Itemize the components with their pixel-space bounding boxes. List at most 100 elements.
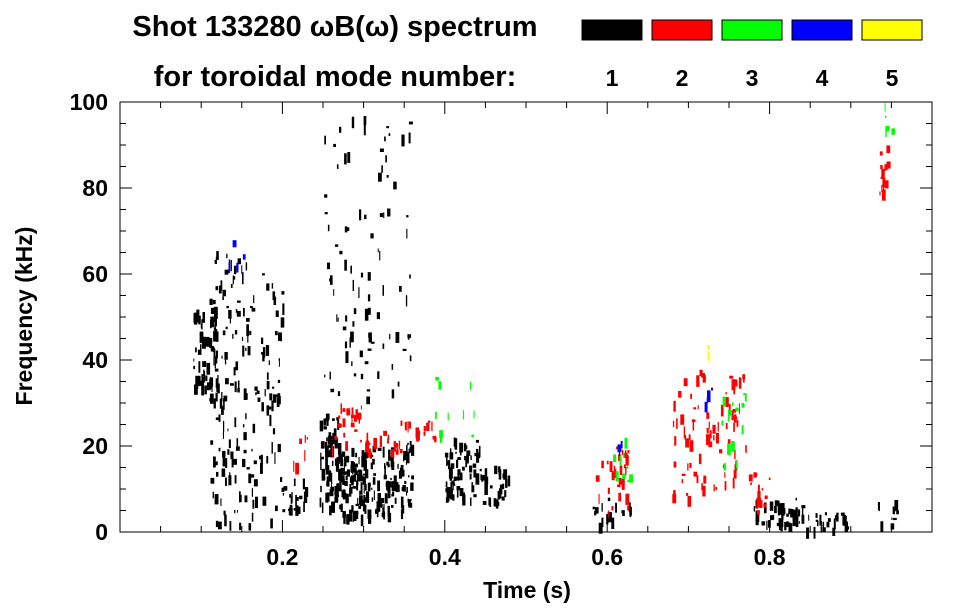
spectrum-point bbox=[222, 289, 226, 297]
spectrum-point bbox=[415, 427, 420, 439]
spectrum-point bbox=[304, 435, 306, 443]
spectrum-point bbox=[351, 475, 354, 486]
spectrum-point bbox=[402, 348, 407, 351]
spectrum-point bbox=[398, 444, 400, 450]
spectrum-point bbox=[281, 487, 285, 492]
spectrum-point bbox=[447, 412, 449, 421]
spectrum-point bbox=[337, 487, 339, 497]
spectrum-point bbox=[218, 414, 221, 422]
spectrum-point bbox=[761, 521, 766, 526]
spectrum-point bbox=[235, 446, 240, 451]
spectrum-point bbox=[334, 493, 339, 502]
spectrum-point bbox=[198, 375, 201, 387]
spectrum-point bbox=[343, 513, 346, 524]
spectrum-point bbox=[353, 373, 357, 377]
spectrum-point bbox=[881, 184, 883, 192]
spectrum-point bbox=[427, 420, 431, 423]
spectrum-point bbox=[271, 400, 274, 412]
spectrum-point bbox=[387, 483, 390, 487]
spectrum-point bbox=[271, 283, 274, 289]
spectrum-point bbox=[372, 446, 377, 453]
spectrum-point bbox=[229, 472, 231, 477]
spectrum-point bbox=[407, 336, 410, 340]
spectrum-point bbox=[205, 375, 208, 382]
spectrum-point bbox=[489, 485, 493, 489]
spectrum-point bbox=[484, 476, 489, 485]
spectrum-point bbox=[463, 443, 467, 452]
spectrum-point bbox=[227, 449, 230, 455]
spectrum-point bbox=[250, 474, 255, 478]
spectrum-point bbox=[282, 492, 285, 496]
spectrum-point bbox=[708, 421, 710, 429]
spectrum-point bbox=[409, 274, 411, 279]
spectrum-point bbox=[797, 509, 801, 517]
spectrum-point bbox=[395, 484, 400, 493]
spectrum-point bbox=[880, 165, 883, 170]
y-tick-label: 100 bbox=[70, 89, 108, 115]
spectrum-point bbox=[320, 441, 325, 449]
spectrum-point bbox=[228, 475, 232, 486]
spectrum-point bbox=[481, 475, 484, 482]
spectrum-point bbox=[625, 455, 629, 466]
spectrum-point bbox=[242, 254, 246, 260]
spectrum-point bbox=[780, 521, 783, 532]
spectrum-point bbox=[216, 471, 219, 477]
spectrum-point bbox=[721, 420, 724, 426]
spectrum-point bbox=[378, 172, 382, 182]
spectrum-point bbox=[387, 505, 390, 517]
spectrum-point bbox=[409, 446, 411, 449]
spectrum-point bbox=[351, 416, 353, 427]
spectrum-point bbox=[388, 133, 391, 136]
spectrum-point bbox=[293, 460, 295, 472]
spectrum-point bbox=[676, 418, 678, 429]
spectrum-point bbox=[368, 332, 370, 338]
spectrum-point bbox=[894, 500, 899, 512]
spectrum-point bbox=[337, 443, 342, 455]
spectrum-point bbox=[340, 403, 342, 415]
spectrum-point bbox=[501, 483, 505, 490]
spectrum-point bbox=[264, 389, 266, 397]
spectrum-point bbox=[896, 510, 899, 515]
spectrum-point bbox=[400, 465, 404, 477]
spectrum-point bbox=[327, 224, 330, 232]
spectrum-point bbox=[498, 472, 501, 476]
spectrum-point bbox=[330, 388, 335, 393]
spectrum-point bbox=[776, 522, 780, 526]
spectrum-point bbox=[622, 510, 625, 516]
spectrum-point bbox=[788, 508, 792, 515]
spectrum-point bbox=[592, 506, 595, 510]
spectrum-point bbox=[720, 404, 724, 417]
spectrum-point bbox=[273, 296, 277, 305]
spectrum-point bbox=[322, 468, 326, 481]
spectrum-point bbox=[319, 420, 324, 432]
spectrum-point bbox=[383, 511, 386, 520]
legend-title: for toroidal mode number: bbox=[154, 61, 517, 93]
spectrum-point bbox=[774, 500, 779, 507]
spectrum-point bbox=[406, 490, 408, 496]
spectrum-point bbox=[360, 405, 362, 410]
spectrum-point bbox=[362, 501, 365, 512]
spectrum-point bbox=[224, 514, 227, 527]
spectrum-point bbox=[408, 421, 411, 429]
spectrum-point bbox=[338, 449, 342, 460]
spectrum-point bbox=[774, 506, 777, 514]
spectrum-point bbox=[735, 461, 738, 469]
spectrum-point bbox=[227, 428, 229, 432]
spectrum-point bbox=[405, 457, 407, 465]
spectrum-point bbox=[741, 403, 745, 408]
spectrum-point bbox=[474, 453, 479, 457]
spectrum-point bbox=[882, 185, 884, 192]
legend-swatch-mode-4 bbox=[791, 19, 853, 41]
spectrum-point bbox=[352, 486, 357, 489]
spectrum-point bbox=[387, 434, 390, 440]
spectrum-point bbox=[345, 462, 347, 465]
spectrum-point bbox=[673, 461, 677, 468]
spectrum-point bbox=[462, 466, 465, 471]
spectrum-point bbox=[304, 450, 306, 462]
spectrum-point bbox=[732, 477, 735, 489]
spectrum-point bbox=[236, 438, 239, 447]
spectrum-point bbox=[391, 493, 394, 497]
spectrum-point bbox=[466, 450, 471, 456]
spectrum-point bbox=[338, 488, 342, 492]
